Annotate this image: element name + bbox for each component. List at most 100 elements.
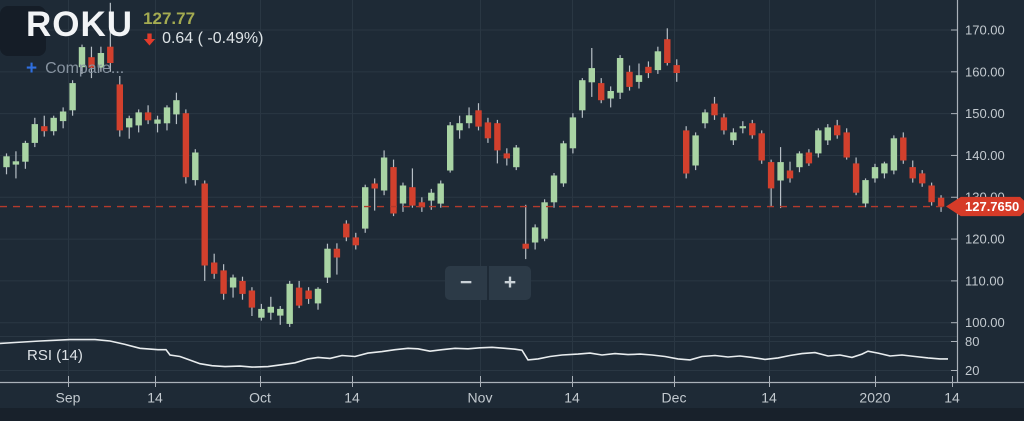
price-change-text: 0.64 ( -0.49%) <box>162 30 264 47</box>
candle-body <box>560 143 567 184</box>
candle-body <box>78 47 86 68</box>
last-price-value: 127.77 <box>143 9 196 28</box>
zoom-in-button[interactable]: + <box>489 266 531 300</box>
candle-body <box>919 173 926 184</box>
candle-body <box>834 125 841 136</box>
price-tick-label: 160.00 <box>965 64 1005 79</box>
price-tick-label: 170.00 <box>965 22 1005 37</box>
candle-body <box>720 117 728 131</box>
price-tick-label: 120.00 <box>965 232 1005 247</box>
candle-body <box>59 111 67 122</box>
candle-body <box>88 57 95 68</box>
candle-body <box>390 167 397 214</box>
price-tick-label: 110.00 <box>965 273 1004 288</box>
candle-body <box>503 153 510 159</box>
candle-body <box>749 123 756 136</box>
candle-body <box>711 103 718 116</box>
axes-layer: 170.00160.00150.00140.00130.00120.00110.… <box>0 0 1024 406</box>
candle-body <box>862 180 869 204</box>
candle-body <box>673 65 680 73</box>
candle-body <box>418 202 426 208</box>
candle-body <box>380 157 388 191</box>
candle-body <box>447 125 454 171</box>
last-price-tag-label: 127.7650 <box>965 199 1020 214</box>
candle-body <box>258 308 265 318</box>
candle-body <box>22 142 29 162</box>
x-tick-label: 14 <box>761 390 777 406</box>
candle-body <box>437 183 444 204</box>
candle-body <box>277 308 284 316</box>
candle-body <box>12 161 20 165</box>
price-tick-label: 150.00 <box>965 106 1005 121</box>
arrow-down-icon <box>143 33 156 45</box>
candle-body <box>626 71 633 87</box>
candle-body <box>475 110 482 127</box>
rsi-tick-label: 80 <box>965 334 979 349</box>
rsi-tick-label: 20 <box>965 363 979 378</box>
candle-body <box>192 152 199 181</box>
candle-body <box>796 153 803 168</box>
x-tick-label: Dec <box>662 390 687 406</box>
candle-body <box>692 135 699 166</box>
candles-layer <box>3 2 945 327</box>
candle-body <box>730 132 737 141</box>
zoom-controls-divider <box>487 266 489 300</box>
candle-body <box>428 192 435 201</box>
candle-body <box>909 167 916 179</box>
candle-body <box>852 163 860 193</box>
x-tick-label: Nov <box>468 390 493 406</box>
x-tick-label: 14 <box>344 390 360 406</box>
candle-body <box>314 288 322 304</box>
x-tick-label: Sep <box>56 390 81 406</box>
candle-body <box>843 132 850 158</box>
x-tick-label: 14 <box>147 390 163 406</box>
compare-button[interactable]: + Compare... <box>26 59 125 78</box>
candle-body <box>286 283 293 324</box>
candle-body <box>635 75 643 82</box>
candle-body <box>248 290 256 308</box>
corner-overlay <box>0 6 46 56</box>
candle-body <box>163 107 171 124</box>
candle-body <box>531 227 539 243</box>
candle-body <box>569 117 577 149</box>
candle-body <box>173 100 180 115</box>
candle-body <box>3 156 10 168</box>
quote-block: 127.77 0.64 ( -0.49%) <box>143 6 263 48</box>
chart-header: ROKU 127.77 0.64 ( -0.49%) <box>26 6 263 48</box>
price-change-row: 0.64 ( -0.49%) <box>143 30 263 48</box>
candle-body <box>201 183 208 266</box>
candle-body <box>598 83 605 101</box>
candle-body <box>937 197 945 207</box>
candle-body <box>616 58 624 93</box>
candle-body <box>333 248 341 258</box>
candle-body <box>541 202 548 239</box>
candle-body <box>767 162 775 189</box>
candle-body <box>50 117 57 132</box>
candle-body <box>484 122 492 139</box>
x-tick-label: 2020 <box>859 390 890 406</box>
rsi-label: RSI (14) <box>27 347 83 364</box>
candle-body <box>664 39 671 63</box>
candle-body <box>154 119 161 124</box>
candle-body <box>295 287 303 306</box>
candle-body <box>758 133 765 161</box>
candle-body <box>69 83 76 111</box>
candle-body <box>239 280 246 294</box>
candle-body <box>579 80 586 111</box>
candle-body <box>343 223 350 238</box>
candle-body <box>399 185 407 204</box>
candle-body <box>97 53 105 68</box>
candle-body <box>220 270 227 294</box>
candle-body <box>900 137 907 161</box>
candle-body <box>824 127 831 141</box>
rsi-line <box>0 338 948 368</box>
candle-body <box>409 187 416 206</box>
candle-body <box>739 126 746 129</box>
candle-body <box>135 112 142 126</box>
zoom-out-button[interactable]: − <box>445 266 487 300</box>
x-tick-label: 14 <box>944 390 960 406</box>
candle-body <box>465 115 473 124</box>
compare-label: Compare... <box>45 60 125 77</box>
